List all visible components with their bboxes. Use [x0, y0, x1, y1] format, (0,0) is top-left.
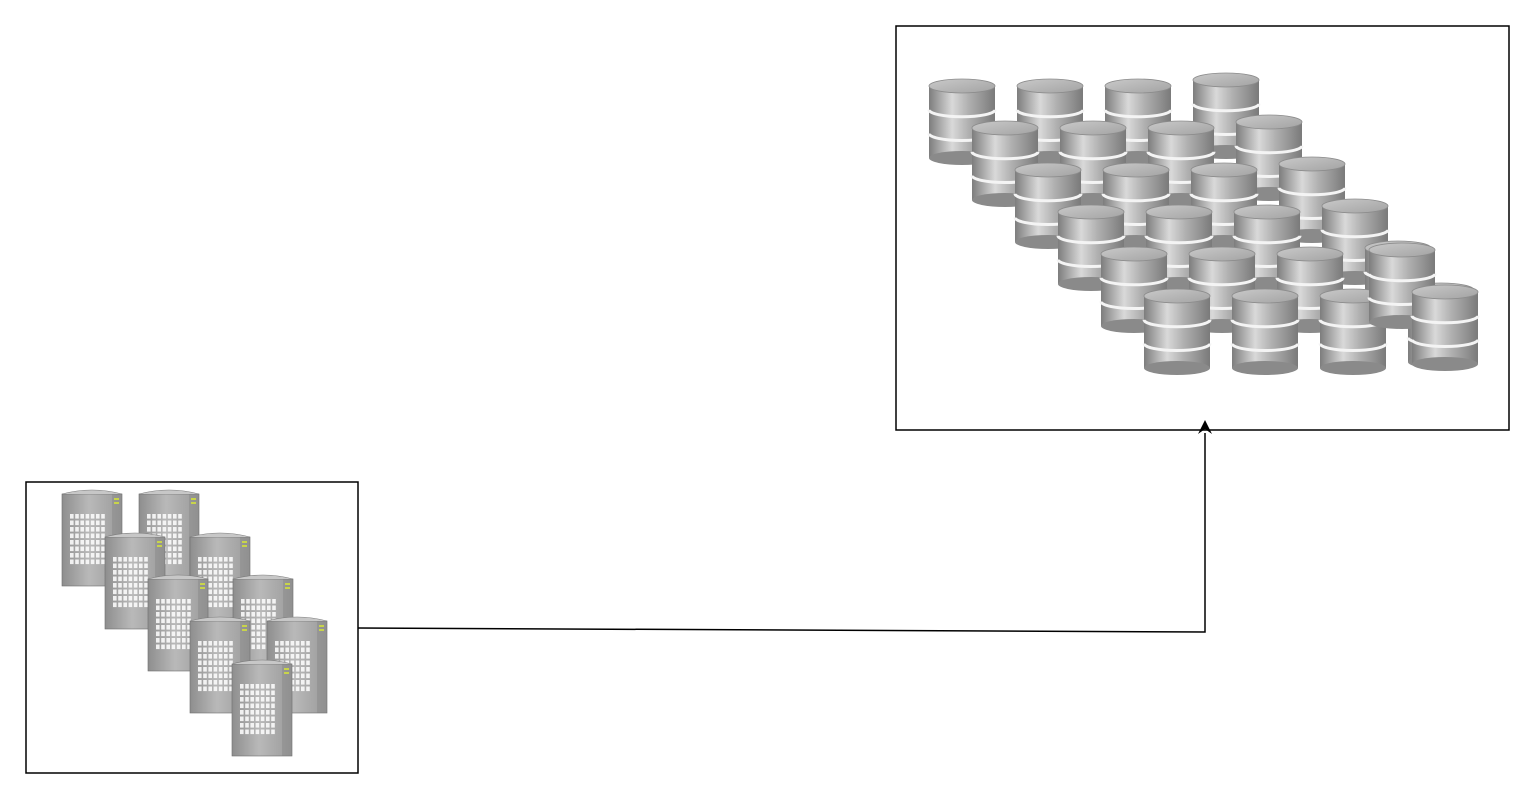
database-cluster[interactable] — [895, 25, 1510, 431]
database-cylinder-icon — [1142, 288, 1212, 375]
database-units — [927, 72, 1480, 375]
server-cluster[interactable] — [25, 481, 359, 774]
database-cylinder-icon — [1410, 284, 1480, 371]
server-tower-icon — [231, 659, 293, 757]
database-cylinder-icon — [1230, 288, 1300, 375]
database-cylinder-icon — [1187, 246, 1257, 333]
connector-arrow[interactable] — [357, 420, 1212, 633]
server-units — [61, 489, 328, 757]
database-cylinder-icon — [1013, 162, 1083, 249]
database-cylinder-icon — [927, 78, 997, 165]
